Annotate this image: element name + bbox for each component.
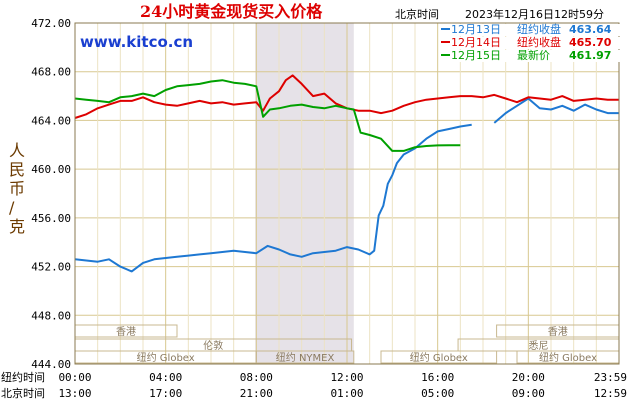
legend-series-name: 12月15日 (451, 49, 501, 62)
legend-price-label: 纽约收盘 (517, 35, 561, 49)
legend-series-name: 12月14日 (451, 36, 501, 49)
y-axis-label-char: 民 (9, 160, 25, 179)
legend-row-bg (440, 37, 622, 49)
market-session-label: 纽约 Globex (539, 351, 597, 364)
x-tick-label: 12:59 (594, 387, 627, 400)
y-tick-label: 460.00 (31, 163, 71, 176)
x-tick-label: 21:00 (240, 387, 273, 400)
x-tick-label: 04:00 (149, 371, 182, 384)
x-tick-label: 20:00 (512, 371, 545, 384)
x-row-label: 北京时间 (1, 386, 45, 400)
market-session-label: 纽约 Globex (410, 351, 468, 364)
watermark-url: www.kitco.cn (80, 33, 193, 51)
legend-series-name: 12月13日 (451, 23, 501, 36)
legend-price-value: 465.70 (569, 36, 612, 49)
y-tick-label: 452.00 (31, 261, 71, 274)
legend-row-bg (440, 24, 622, 36)
series-line-1 (74, 97, 619, 273)
market-session-box (255, 350, 355, 364)
header-datetime: 2023年12月16日12时59分 (465, 7, 604, 21)
legend-price-value: 463.64 (569, 23, 612, 36)
y-axis-label: 人民币/克 (9, 141, 25, 236)
y-axis-label-char: 人 (9, 141, 25, 160)
x-tick-label: 05:00 (421, 387, 454, 400)
x-row-label: 纽约时间 (1, 370, 45, 384)
x-tick-label: 08:00 (240, 371, 273, 384)
x-tick-label: 23:59 (594, 371, 627, 384)
y-tick-label: 472.00 (31, 17, 71, 30)
market-session-label: 香港 (548, 326, 568, 338)
chart-title: 24小时黄金现货买入价格 (140, 2, 323, 21)
series-line-3 (74, 79, 461, 152)
x-tick-label: 00:00 (58, 371, 91, 384)
y-tick-label: 444.00 (31, 358, 71, 371)
legend-row-bg (440, 50, 622, 62)
y-tick-label: 448.00 (31, 309, 71, 322)
market-session-label: 纽约 NYMEX (276, 351, 335, 364)
legend-price-label: 纽约收盘 (517, 22, 561, 36)
x-tick-label: 09:00 (512, 387, 545, 400)
legend-price-value: 461.97 (569, 49, 611, 62)
y-tick-label: 456.00 (31, 212, 71, 225)
series-line-2 (74, 74, 619, 119)
x-tick-label: 16:00 (421, 371, 454, 384)
market-session-box (380, 350, 498, 364)
x-tick-label: 13:00 (58, 387, 91, 400)
market-session-label: 香港 (116, 326, 136, 338)
y-tick-label: 464.00 (31, 114, 71, 127)
nymex-shaded-region (255, 23, 354, 364)
x-tick-label: 01:00 (330, 387, 363, 400)
plot-frame (74, 22, 620, 365)
y-axis-label-char: 币 (9, 179, 25, 198)
y-tick-label: 468.00 (31, 66, 71, 79)
y-axis-label-char: / (9, 198, 15, 217)
header-time-label: 北京时间 (395, 7, 439, 21)
x-tick-label: 12:00 (330, 371, 363, 384)
legend-price-label: 最新价 (517, 48, 550, 62)
market-session-label: 纽约 Globex (137, 351, 195, 364)
market-session-label: 伦敦 (203, 339, 223, 352)
y-axis-label-char: 克 (9, 217, 25, 236)
market-session-label: 悉尼 (529, 340, 549, 352)
x-tick-label: 17:00 (149, 387, 182, 400)
